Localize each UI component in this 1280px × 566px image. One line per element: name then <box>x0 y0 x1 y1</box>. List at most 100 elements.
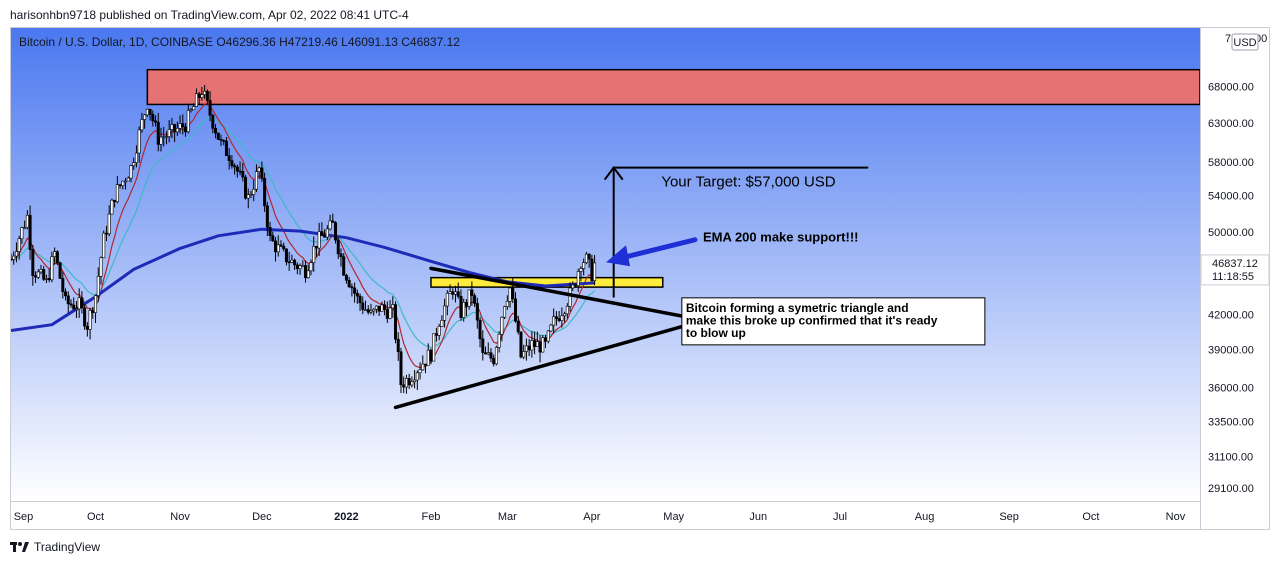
candle-body <box>576 271 580 286</box>
candle-body <box>268 227 272 236</box>
candle-body <box>560 315 564 321</box>
candle-body <box>492 357 496 365</box>
candle-body <box>181 123 185 128</box>
candle-body <box>263 178 267 207</box>
price-axis: 68000.00 63000.00 58000.00 54000.00 50000.00… <box>1200 33 1269 495</box>
candle-body <box>391 304 395 309</box>
candle-body <box>170 124 174 130</box>
candle-body <box>233 165 237 168</box>
candle-body <box>470 289 474 296</box>
candle-body <box>224 140 228 156</box>
candle-body <box>11 258 13 261</box>
candle-body <box>571 284 575 289</box>
candle-body <box>306 270 310 279</box>
candle-body <box>437 326 441 336</box>
candle-body <box>208 100 212 116</box>
candle-body <box>500 317 504 335</box>
candle-body <box>347 279 351 288</box>
time-tick-label: Aug <box>915 511 935 523</box>
candle-body <box>271 235 275 242</box>
published-header: harisonhbn9718 published on TradingView.… <box>10 8 409 22</box>
candle-body <box>544 337 548 342</box>
candle-body <box>448 291 452 294</box>
candle-body <box>459 296 463 318</box>
time-tick-label: Jun <box>749 511 767 523</box>
candle-body <box>535 341 539 347</box>
time-tick-label: Oct <box>87 511 104 523</box>
candle-body <box>293 259 297 266</box>
candle-body <box>554 316 558 319</box>
triangle-note-line: to blow up <box>686 326 746 340</box>
candle-body <box>205 90 209 101</box>
candle-body <box>478 319 482 340</box>
candle-body <box>462 301 466 318</box>
candle-body <box>440 320 444 327</box>
candle-body <box>219 139 223 141</box>
candle-body <box>96 275 100 296</box>
candle-body <box>314 246 318 249</box>
candle-body <box>328 220 332 230</box>
time-axis: Sep Oct Nov Dec 2022 Feb Mar Apr May Jun Jul Aug Sep… <box>14 511 1186 523</box>
candle-body <box>121 180 125 186</box>
candle-body <box>361 302 365 310</box>
candle-body <box>197 93 201 98</box>
candle-body <box>429 349 433 362</box>
candle-body <box>156 121 160 145</box>
candle-body <box>342 256 346 276</box>
candle-body <box>66 295 70 305</box>
candle-body <box>464 301 468 307</box>
price-chart[interactable]: Your Target: $57,000 USD EMA 200 make sup… <box>11 28 1269 529</box>
candle-body <box>192 106 196 111</box>
triangle-note-line: Bitcoin forming a symetric triangle and <box>686 301 909 315</box>
candle-body <box>80 297 84 309</box>
candle-body <box>388 307 392 319</box>
time-tick-label: Sep <box>999 511 1019 523</box>
candle-body <box>522 351 526 358</box>
candle-body <box>413 379 417 383</box>
candle-body <box>178 123 182 129</box>
candle-body <box>173 124 177 133</box>
candle-body <box>369 310 373 313</box>
candle-body <box>519 331 523 358</box>
currency-badge[interactable] <box>1231 33 1259 51</box>
candle-body <box>175 128 179 133</box>
candle-body <box>497 333 501 348</box>
chart-panel[interactable]: Your Target: $57,000 USD EMA 200 make sup… <box>10 27 1270 530</box>
candle-body <box>418 369 422 374</box>
zone-resistance <box>146 68 1200 106</box>
candle-body <box>486 352 490 355</box>
price-tick-label: 36000.00 <box>1208 382 1254 394</box>
candle-body <box>44 278 48 280</box>
tradingview-branding[interactable]: TradingView <box>10 540 100 554</box>
candle-body <box>364 309 368 311</box>
trendline-triangle-upper <box>429 266 711 323</box>
price-tick-label: 31100.00 <box>1208 451 1253 463</box>
candle-body <box>140 119 144 131</box>
candle-body <box>244 176 248 199</box>
candle-body <box>145 108 149 116</box>
candle-body <box>377 305 381 312</box>
candle-body <box>467 289 471 307</box>
candle-body <box>415 372 419 381</box>
time-tick-label: Oct <box>1082 511 1099 523</box>
candle-body <box>246 194 250 199</box>
candle-body <box>527 345 531 351</box>
candle-body <box>298 265 302 270</box>
time-tick-label: Nov <box>1166 511 1186 523</box>
candle-body <box>91 310 95 313</box>
candle-body <box>320 231 324 236</box>
price-tick-label: 33500.00 <box>1208 416 1254 428</box>
candle-body <box>42 269 46 280</box>
candle-body <box>287 261 291 264</box>
candle-body <box>203 90 207 95</box>
candle-body <box>546 330 550 342</box>
candle-body <box>516 320 520 333</box>
branding-label: TradingView <box>34 540 101 554</box>
candle-body <box>34 275 38 278</box>
candle-body <box>102 232 106 259</box>
candle-body <box>514 298 518 322</box>
target-label: Your Target: $57,000 USD <box>661 174 835 191</box>
ema-note-arrowhead <box>606 245 631 267</box>
candle-body <box>282 245 286 250</box>
candle-body <box>494 347 498 365</box>
